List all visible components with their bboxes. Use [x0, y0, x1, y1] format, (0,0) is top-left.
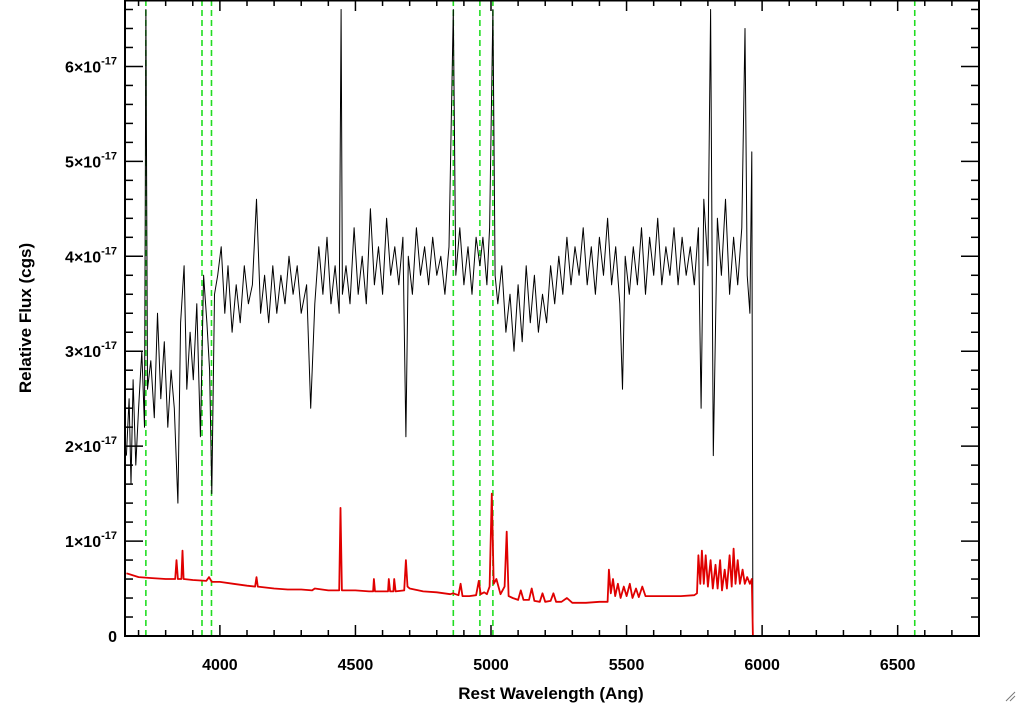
x-tick-label: 6500	[880, 657, 916, 674]
y-tick-label: 4×10-17	[65, 245, 117, 266]
y-tick-label: 5×10-17	[65, 150, 117, 171]
x-tick-label: 4000	[202, 657, 238, 674]
series-layer	[125, 9, 979, 636]
series-line-0	[125, 9, 979, 636]
y-tick-label: 2×10-17	[65, 435, 117, 456]
series-line-1	[126, 492, 979, 636]
y-axis: 0 1×10-17 2×10-17 3×10-17 4×10-17 5×10-17 6×10…	[65, 8, 979, 646]
x-tick-label: 4500	[338, 657, 374, 674]
y-tick-label: 1×10-17	[65, 530, 117, 551]
plot-frame	[124, 0, 980, 637]
x-tick-label: 5500	[609, 657, 645, 674]
y-axis-title: Relative Flux (cgs)	[16, 243, 35, 393]
y-tick-label: 0	[108, 629, 117, 646]
y-tick-label: 3×10-17	[65, 340, 117, 361]
x-tick-label: 6000	[744, 657, 780, 674]
x-axis: 4000 4500 5000 5500 6000 6500	[137, 0, 980, 674]
x-tick-label: 5000	[473, 657, 509, 674]
plot-border	[124, 0, 980, 637]
resize-grip-icon[interactable]	[1004, 690, 1016, 702]
y-tick-label: 6×10-17	[65, 55, 117, 76]
x-axis-title: Rest Wavelength (Ang)	[458, 684, 643, 703]
